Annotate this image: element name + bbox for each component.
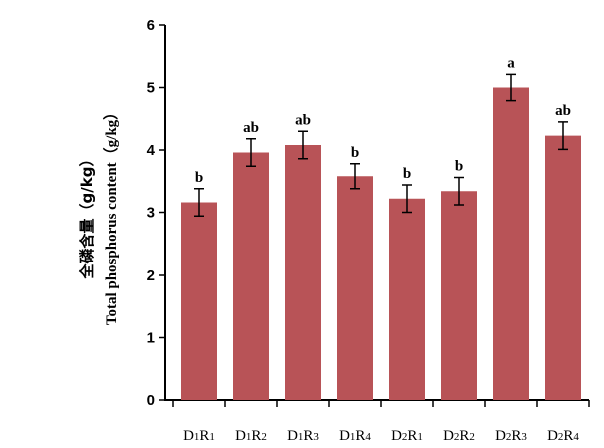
x-tick-label: D2R2 <box>443 428 475 444</box>
y-tick-label: 0 <box>147 392 155 409</box>
x-tick-label: D2R4 <box>547 428 579 444</box>
bar <box>233 152 269 400</box>
y-tick-label: 4 <box>147 142 156 159</box>
bar <box>493 87 529 400</box>
x-tick-label: D2R1 <box>391 428 423 444</box>
bar <box>337 176 373 400</box>
y-tick-label: 2 <box>147 267 155 284</box>
x-tick-label: D1R3 <box>287 428 319 444</box>
significance-label: a <box>507 55 515 71</box>
bar <box>181 202 217 400</box>
y-tick-label: 6 <box>147 17 155 34</box>
bars: b ab ab b b b a ab <box>181 55 581 400</box>
x-tick-labels: D1R1 D1R2 D1R3 D1R4 D2R1 D2R2 D2R3 D2R4 <box>183 428 579 444</box>
x-tick-label: D1R4 <box>339 428 371 444</box>
x-tick-label: D1R2 <box>235 428 267 444</box>
y-tick-label: 5 <box>147 80 155 97</box>
significance-label: b <box>351 145 359 161</box>
significance-label: ab <box>295 112 311 128</box>
bar <box>285 145 321 400</box>
bar <box>441 191 477 400</box>
y-axis-label: 全磷含量（g/kg） Total phosphorus content（g/kg… <box>78 105 120 325</box>
x-tick-label: D1R1 <box>183 428 215 444</box>
significance-label: b <box>455 159 463 175</box>
significance-label: b <box>195 170 203 186</box>
significance-label: ab <box>555 103 571 119</box>
y-tick-label: 1 <box>147 330 155 347</box>
bar <box>545 135 581 400</box>
significance-label: ab <box>243 120 259 136</box>
significance-label: b <box>403 166 411 182</box>
y-tick-label: 3 <box>147 205 155 222</box>
bar <box>389 198 425 400</box>
x-tick-label: D2R3 <box>495 428 527 444</box>
y-axis-label-english: Total phosphorus content（g/kg） <box>102 105 120 325</box>
y-axis-label-chinese: 全磷含量（g/kg） <box>78 152 96 280</box>
